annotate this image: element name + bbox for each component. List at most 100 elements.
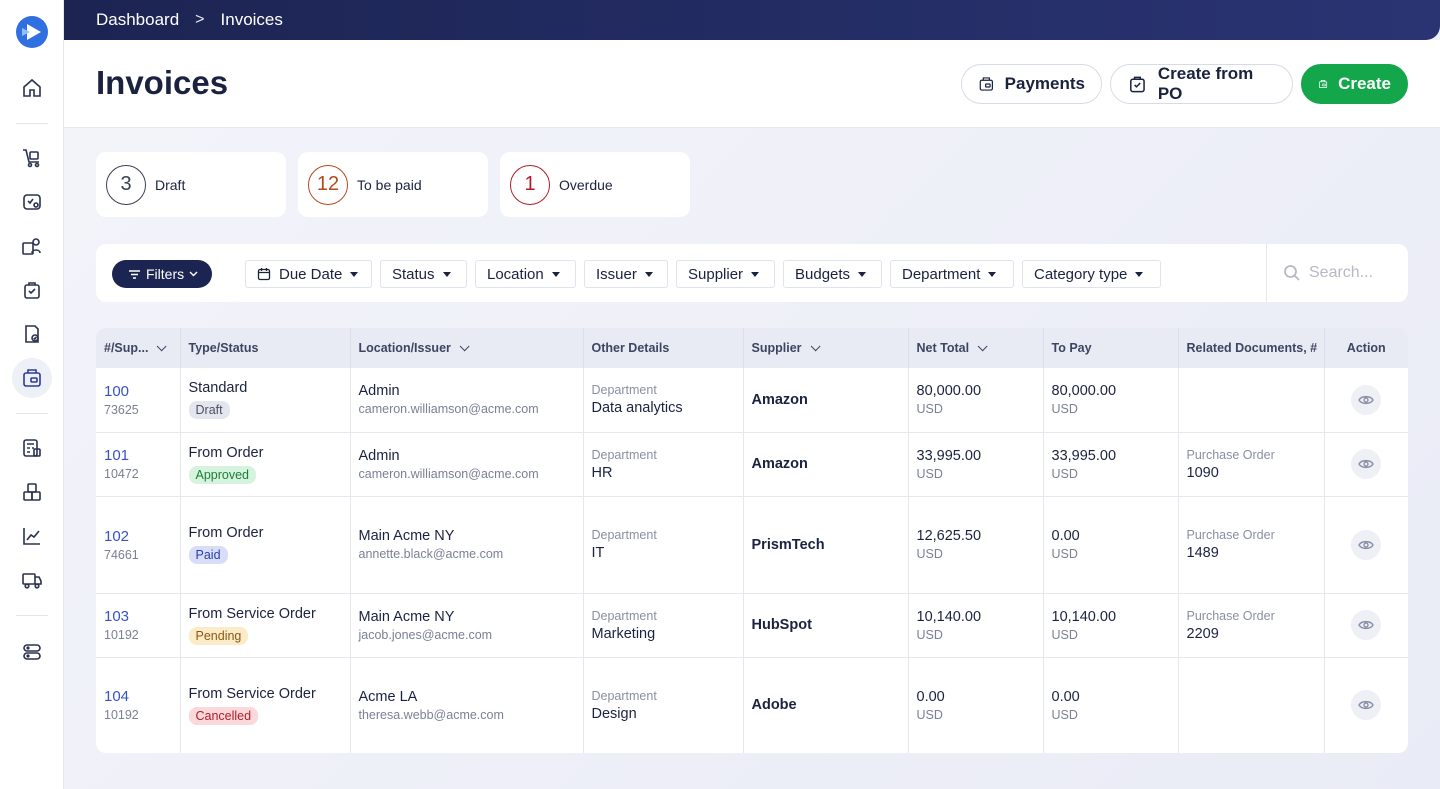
create-invoice-icon	[1319, 79, 1328, 89]
filter-category-type-label: Category type	[1034, 265, 1128, 283]
sidebar-item-orders[interactable]	[12, 270, 52, 310]
detail-value: Marketing	[591, 625, 656, 642]
related-doc-number[interactable]: 1489	[1186, 545, 1219, 561]
cell-type-status: Standard Draft	[180, 368, 351, 433]
view-button[interactable]	[1351, 610, 1382, 640]
col-header-net-total[interactable]: Net Total	[908, 328, 1044, 368]
filter-supplier[interactable]: Supplier	[676, 260, 775, 288]
stat-overdue-count: 1	[510, 164, 550, 205]
cell-id: 104 10192	[96, 657, 181, 753]
eye-icon	[1358, 701, 1375, 710]
app-logo[interactable]	[16, 16, 48, 48]
filter-location[interactable]: Location	[475, 260, 576, 288]
create-from-po-button[interactable]: Create from PO	[1110, 64, 1293, 104]
filter-department[interactable]: Department	[890, 260, 1014, 288]
cell-other-details: Department Marketing	[583, 593, 744, 658]
issuer-email: jacob.jones@acme.com	[358, 627, 493, 642]
supplier-number: 10472	[104, 467, 139, 481]
caret-down-icon	[858, 271, 867, 277]
cell-to-pay: 33,995.00 USD	[1043, 432, 1179, 497]
caret-down-icon	[751, 271, 760, 277]
sidebar-item-settings[interactable]	[12, 632, 52, 672]
invoice-number-link[interactable]: 104	[104, 688, 130, 706]
sidebar-item-requests[interactable]	[12, 182, 52, 222]
cell-net-total: 33,995.00 USD	[908, 432, 1044, 497]
sidebar-item-approvals[interactable]	[12, 314, 52, 354]
stat-to-be-paid[interactable]: 12 To be paid	[298, 152, 488, 217]
table-row[interactable]: 103 10192 From Service Order Pending Main …	[96, 593, 1408, 658]
cell-action	[1324, 432, 1408, 497]
view-button[interactable]	[1351, 529, 1382, 560]
col-header-location-issuer[interactable]: Location/Issuer	[350, 328, 584, 368]
cell-net-total: 10,140.00 USD	[908, 593, 1044, 658]
filter-due-date-label: Due Date	[279, 265, 343, 283]
table-row[interactable]: 100 73625 Standard Draft Admin cameron.will…	[96, 368, 1408, 433]
cell-action	[1324, 368, 1408, 433]
sidebar-item-delivery[interactable]	[12, 560, 52, 600]
filters-button[interactable]: Filters	[112, 260, 213, 288]
net-total-amount: 12,625.50	[916, 528, 982, 544]
sidebar-item-invoices[interactable]	[12, 358, 52, 398]
cell-supplier: Amazon	[743, 432, 909, 497]
cell-location-issuer: Admin cameron.williamson@acme.com	[350, 432, 584, 497]
cell-related-documents	[1178, 368, 1325, 433]
cell-action	[1324, 593, 1408, 658]
col-header-other-details: Other Details	[583, 328, 744, 368]
create-button[interactable]: Create	[1301, 64, 1408, 104]
stat-overdue[interactable]: 1 Overdue	[500, 152, 690, 217]
filter-status[interactable]: Status	[380, 260, 467, 288]
col-header-id[interactable]: #/Sup...	[96, 328, 181, 368]
cell-other-details: Department Data analytics	[583, 368, 744, 433]
related-doc-number[interactable]: 2209	[1186, 625, 1219, 642]
cell-supplier: HubSpot	[743, 593, 909, 658]
cell-other-details: Department Design	[583, 657, 744, 753]
eye-icon	[1358, 459, 1375, 469]
invoice-number-link[interactable]: 103	[104, 608, 130, 625]
payments-button[interactable]: Payments	[961, 64, 1102, 104]
chevron-down-icon	[810, 341, 821, 352]
table-row[interactable]: 101 10472 From Order Approved Admin cameron…	[96, 432, 1408, 497]
search-input[interactable]	[1309, 264, 1399, 282]
invoice-type: From Order	[188, 444, 264, 461]
sidebar-item-reports[interactable]	[12, 516, 52, 556]
caret-down-icon	[988, 271, 997, 277]
filters-label: Filters	[146, 266, 185, 282]
filter-category-type[interactable]: Category type	[1022, 260, 1161, 288]
invoice-number-link[interactable]: 101	[104, 447, 130, 464]
supplier-number: 73625	[104, 402, 139, 417]
view-button[interactable]	[1351, 384, 1382, 415]
invoice-number-link[interactable]: 100	[104, 382, 130, 400]
issuer-email: cameron.williamson@acme.com	[358, 402, 539, 417]
cell-other-details: Department IT	[583, 496, 744, 594]
view-button[interactable]	[1351, 690, 1382, 721]
table-header-row: #/Sup... Type/Status Location/Issuer Oth…	[96, 328, 1408, 368]
cell-to-pay: 80,000.00 USD	[1043, 368, 1179, 433]
invoices-table: #/Sup... Type/Status Location/Issuer Oth…	[96, 328, 1408, 753]
eye-icon	[1358, 620, 1375, 630]
stat-draft[interactable]: 3 Draft	[96, 152, 286, 217]
invoice-number-link[interactable]: 102	[104, 527, 130, 545]
supplier-number: 10192	[104, 708, 139, 723]
caret-down-icon	[350, 271, 359, 277]
supplier-name: Adobe	[751, 697, 797, 714]
sidebar-item-home[interactable]	[12, 68, 52, 108]
table-row[interactable]: 104 10192 From Service Order Cancelled Acm…	[96, 657, 1408, 753]
create-label: Create	[1338, 74, 1391, 93]
table-row[interactable]: 102 74661 From Order Paid Main Acme NY anne…	[96, 496, 1408, 594]
sidebar-item-cart[interactable]	[12, 138, 52, 178]
filter-issuer[interactable]: Issuer	[584, 260, 668, 288]
view-button[interactable]	[1351, 449, 1382, 479]
filter-budgets[interactable]: Budgets	[783, 260, 882, 288]
sidebar-item-suppliers[interactable]	[12, 226, 52, 266]
breadcrumb-dashboard[interactable]: Dashboard	[96, 10, 180, 29]
sidebar-item-inventory[interactable]	[12, 472, 52, 512]
cell-supplier: Amazon	[743, 368, 909, 433]
sidebar-item-budgets[interactable]	[12, 428, 52, 468]
breadcrumb-separator: >	[195, 11, 205, 28]
related-doc-number[interactable]: 1090	[1186, 464, 1219, 481]
sidebar	[0, 0, 64, 789]
col-header-supplier[interactable]: Supplier	[743, 328, 909, 368]
issuer-email: annette.black@acme.com	[358, 547, 504, 561]
chevron-down-icon	[459, 341, 470, 352]
filter-due-date[interactable]: Due Date	[245, 260, 372, 288]
